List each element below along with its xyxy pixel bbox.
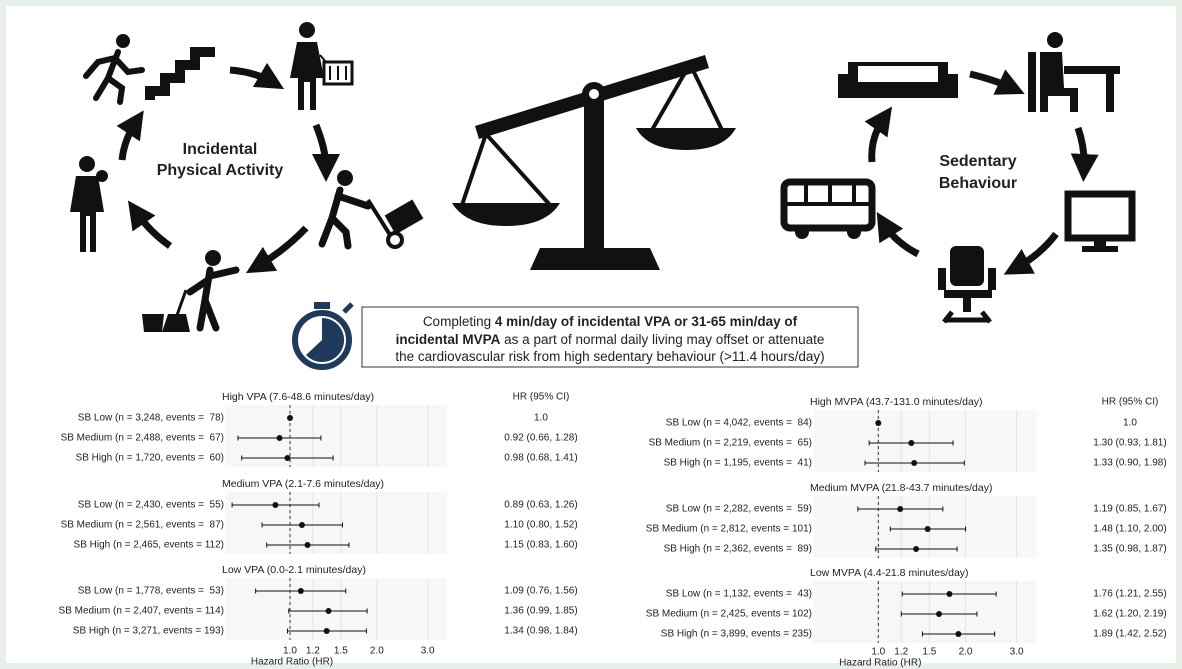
row-label: SB High (n = 1,720, events = 60) [76, 453, 224, 464]
value-label: 0.89 (0.63, 1.26) [504, 500, 577, 511]
value-label: 1.76 (1.21, 2.55) [1093, 589, 1166, 600]
value-label: 1.35 (0.98, 1.87) [1093, 544, 1166, 555]
x-axis-title: Hazard Ratio (HR) [251, 657, 333, 668]
x-tick-label: 1.5 [922, 647, 936, 658]
hazard-ratio-point [276, 435, 283, 441]
hazard-ratio-point [287, 415, 294, 421]
value-label: 1.10 (0.80, 1.52) [504, 520, 577, 531]
row-label: SB Low (n = 1,132, events = 43) [666, 589, 812, 600]
x-axis-title: Hazard Ratio (HR) [839, 658, 921, 669]
value-label: 1.62 (1.20, 2.19) [1093, 609, 1166, 620]
row-label: SB Low (n = 3,248, events = 78) [78, 413, 224, 424]
value-label-header: HR (95% CI) [513, 392, 570, 403]
hazard-ratio-point [946, 591, 953, 597]
value-label: 0.92 (0.66, 1.28) [504, 433, 577, 444]
hazard-ratio-point [323, 628, 330, 634]
value-label: 1.48 (1.10, 2.00) [1093, 524, 1166, 535]
x-tick-label: 1.5 [334, 646, 348, 657]
message-emphasis: 4 min/day of incidental VPA or 31-65 min… [495, 314, 798, 329]
message-text: Completing [423, 314, 495, 329]
hazard-ratio-point [911, 460, 918, 466]
row-label: SB Low (n = 2,282, events = 59) [666, 504, 812, 515]
panel [814, 581, 1036, 643]
hazard-ratio-point [936, 611, 943, 617]
x-tick-label: 3.0 [421, 646, 435, 657]
message-text: the cardiovascular risk from high sedent… [395, 349, 824, 364]
hazard-ratio-point [875, 420, 882, 426]
row-label: SB Medium (n = 2,561, events = 87) [61, 520, 224, 531]
panel [814, 410, 1036, 472]
panel [814, 496, 1036, 558]
row-label: SB High (n = 2,362, events = 89) [664, 544, 812, 555]
sedentary-icons [780, 32, 1136, 324]
row-label: SB Medium (n = 2,407, events = 114) [59, 606, 224, 617]
x-tick-label: 3.0 [1010, 647, 1024, 658]
row-label: SB Medium (n = 2,488, events = 67) [61, 433, 224, 444]
x-tick-label: 1.0 [283, 646, 297, 657]
balance-scale [452, 55, 736, 270]
group-title: High MVPA (43.7-131.0 minutes/day) [810, 396, 983, 408]
row-label: SB High (n = 2,465, events = 112) [74, 540, 224, 551]
activity-icons [70, 22, 424, 332]
panel [226, 578, 447, 640]
row-label: SB High (n = 3,271, events = 193) [73, 626, 224, 637]
cycle-label: Incidental [183, 141, 258, 158]
hazard-ratio-point [908, 440, 915, 446]
value-label: 1.89 (1.42, 2.52) [1093, 629, 1166, 640]
hazard-ratio-point [298, 522, 305, 528]
value-label: 1.19 (0.85, 1.67) [1093, 504, 1166, 515]
message-line: the cardiovascular risk from high sedent… [395, 349, 824, 364]
panel [226, 492, 447, 554]
value-label: 1.15 (0.83, 1.60) [504, 540, 577, 551]
panel [226, 405, 447, 467]
cycle-label: Physical Activity [157, 162, 284, 179]
hazard-ratio-point [304, 542, 311, 548]
x-tick-label: 2.0 [959, 647, 973, 658]
x-tick-label: 2.0 [370, 646, 384, 657]
message-box [361, 306, 859, 368]
hazard-ratio-point [325, 608, 332, 614]
message-emphasis: incidental MVPA [396, 332, 501, 347]
cycle-label: Behaviour [939, 175, 1017, 192]
message-line: incidental MVPA as a part of normal dail… [396, 332, 825, 347]
row-label: SB Low (n = 2,430, events = 55) [78, 500, 224, 511]
message-line: Completing 4 min/day of incidental VPA o… [423, 314, 798, 329]
group-title: Medium MVPA (21.8-43.7 minutes/day) [810, 482, 992, 494]
group-title: Low MVPA (4.4-21.8 minutes/day) [810, 567, 969, 579]
row-label: SB Medium (n = 2,425, events = 102) [646, 609, 812, 620]
value-label-header: HR (95% CI) [1102, 397, 1159, 408]
hazard-ratio-point [284, 455, 291, 461]
row-label: SB Medium (n = 2,812, events = 101) [646, 524, 812, 535]
stopwatch-icon [292, 302, 354, 370]
hazard-ratio-point [955, 631, 962, 637]
value-label: 1.33 (0.90, 1.98) [1093, 458, 1166, 469]
value-label: 0.98 (0.68, 1.41) [504, 453, 577, 464]
value-label: 1.09 (0.76, 1.56) [504, 586, 577, 597]
row-label: SB High (n = 3,899, events = 235) [661, 629, 812, 640]
x-tick-label: 1.2 [894, 647, 908, 658]
group-title: High VPA (7.6-48.6 minutes/day) [222, 391, 374, 403]
hazard-ratio-point [913, 546, 920, 552]
value-label: 1.0 [534, 413, 548, 424]
value-label: 1.30 (0.93, 1.81) [1093, 438, 1166, 449]
row-label: SB Medium (n = 2,219, events = 65) [649, 438, 812, 449]
row-label: SB Low (n = 4,042, events = 84) [666, 418, 812, 429]
value-label: 1.36 (0.99, 1.85) [504, 606, 577, 617]
x-tick-label: 1.0 [871, 647, 885, 658]
hazard-ratio-point [897, 506, 904, 512]
hazard-ratio-point [297, 588, 304, 594]
group-title: Medium VPA (2.1-7.6 minutes/day) [222, 478, 384, 490]
hazard-ratio-point [272, 502, 279, 508]
value-label: 1.34 (0.98, 1.84) [504, 626, 577, 637]
row-label: SB High (n = 1,195, events = 41) [664, 458, 812, 469]
row-label: SB Low (n = 1,778, events = 53) [78, 586, 224, 597]
group-title: Low VPA (0.0-2.1 minutes/day) [222, 564, 366, 576]
hazard-ratio-point [924, 526, 931, 532]
cycle-label: Sedentary [939, 153, 1016, 170]
value-label: 1.0 [1123, 418, 1137, 429]
message-text: as a part of normal daily living may off… [500, 332, 824, 347]
x-tick-label: 1.2 [306, 646, 320, 657]
